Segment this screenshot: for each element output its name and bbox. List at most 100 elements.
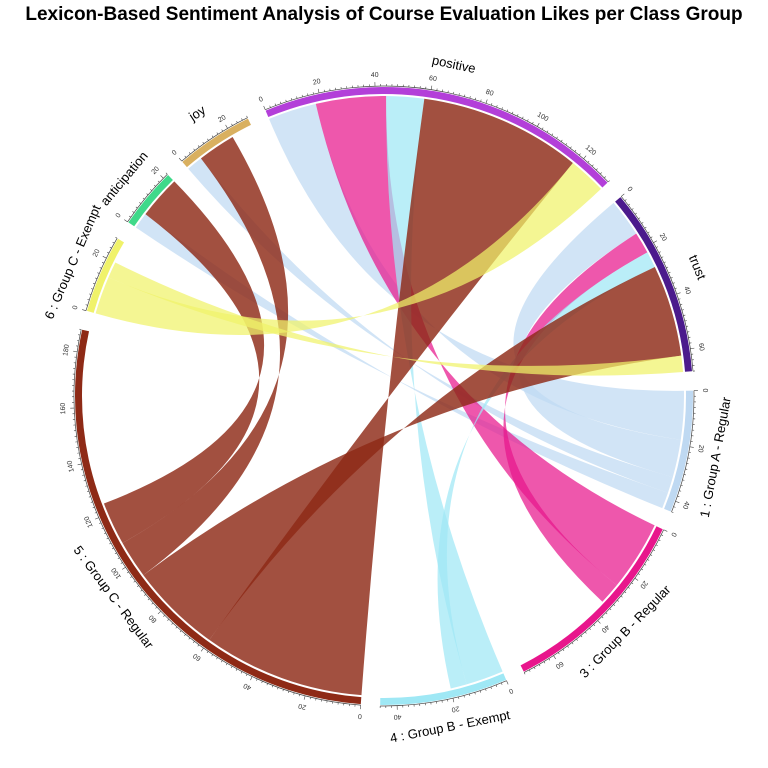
tick-label: 20 (638, 579, 648, 590)
tick-mark (136, 585, 139, 588)
tick-mark (637, 573, 640, 575)
tick-mark (106, 537, 109, 540)
tick-label: 40 (682, 286, 691, 296)
tick-mark (287, 690, 290, 694)
tick-label: 100 (536, 111, 550, 123)
tick-mark (676, 292, 681, 295)
tick-mark (157, 610, 162, 615)
tick-mark (541, 127, 544, 130)
tick-mark (523, 672, 526, 675)
tick-mark (543, 661, 546, 664)
tick-mark (184, 634, 186, 636)
tick-mark (231, 123, 233, 126)
sector-axis-anticipation (127, 174, 168, 223)
tick-mark (150, 189, 152, 191)
tick-mark (85, 304, 88, 306)
sector-bar-trust (615, 197, 692, 372)
tick-mark (532, 121, 534, 124)
tick-mark (560, 139, 563, 142)
tick-mark (677, 495, 680, 497)
tick-mark (99, 267, 102, 269)
tick-mark (139, 202, 142, 204)
tick-mark (221, 660, 223, 663)
tick-label: 60 (192, 652, 202, 662)
sector-label-g4: 4 : Group B - Exempt (389, 707, 512, 746)
tick-mark (604, 176, 606, 179)
tick-mark (296, 96, 298, 99)
tick-mark (225, 663, 228, 666)
chord-link-g6-positive (95, 162, 601, 336)
tick-label: 20 (151, 165, 162, 176)
tick-label: 40 (681, 500, 690, 510)
tick-label: 60 (428, 75, 437, 83)
tick-mark (647, 559, 650, 561)
tick-mark (120, 562, 123, 564)
tick-mark (501, 107, 503, 110)
tick-mark (282, 689, 284, 692)
sector-axis-g5 (73, 329, 361, 706)
tick-mark (663, 261, 666, 263)
tick-mark (86, 490, 90, 493)
tick-mark (658, 251, 661, 253)
tick-mark (179, 630, 182, 633)
tick-mark (496, 105, 498, 108)
tick-mark (140, 589, 143, 592)
tick-mark (99, 522, 102, 524)
tick-mark (474, 97, 477, 100)
tick-mark (146, 193, 149, 196)
tick-mark (132, 211, 135, 213)
tick-mark (672, 282, 675, 284)
tick-mark (211, 135, 214, 138)
sector-bar-anticipation (128, 174, 173, 227)
tick-mark (124, 219, 128, 223)
tick-mark (490, 686, 492, 689)
tick-label: 140 (66, 460, 75, 473)
sector-axis-g1 (671, 390, 695, 513)
tick-mark (246, 115, 248, 118)
tick-mark (556, 136, 558, 139)
chord-link-g5-trust (143, 267, 682, 640)
tick-mark (216, 657, 218, 660)
tick-mark (163, 614, 166, 617)
tick-mark (548, 658, 551, 661)
tick-mark (656, 246, 659, 248)
tick-mark (77, 463, 82, 466)
tick-mark (490, 103, 493, 106)
tick-mark (631, 208, 634, 210)
tick-mark (624, 199, 627, 202)
sector-label-g1: 1 : Group A - Regular (697, 395, 734, 518)
tick-mark (85, 485, 88, 487)
sector-label-g3: 3 : Group B - Regular (576, 582, 674, 681)
tick-mark (94, 512, 97, 514)
tick-mark (245, 673, 248, 677)
tick-mark (601, 616, 604, 619)
tick-mark (301, 94, 303, 97)
tick-mark (551, 133, 554, 136)
tick-mark (591, 164, 594, 167)
tick-label: 180 (62, 344, 71, 357)
tick-mark (647, 231, 650, 234)
tick-mark (680, 484, 683, 487)
tick-mark (88, 496, 91, 498)
tick-mark (597, 620, 601, 624)
tick-mark (661, 256, 664, 258)
tick-mark (583, 155, 587, 159)
tick-mark (188, 152, 191, 155)
tick-mark (167, 618, 170, 621)
tick-label: 0 (669, 531, 677, 538)
tick-mark (109, 246, 112, 249)
tick-mark (271, 685, 274, 688)
tick-mark (126, 571, 129, 574)
tick-mark (653, 240, 658, 243)
tick-mark (101, 527, 104, 530)
tick-mark (290, 98, 293, 101)
tick-mark (578, 153, 581, 156)
tick-mark (469, 96, 471, 99)
tick-label: 40 (242, 681, 252, 691)
tick-mark (516, 114, 519, 117)
tick-mark (175, 626, 178, 629)
tick-mark (670, 277, 673, 279)
tick-mark (584, 631, 587, 634)
tick-mark (280, 101, 282, 104)
tick-label: 20 (217, 114, 227, 124)
